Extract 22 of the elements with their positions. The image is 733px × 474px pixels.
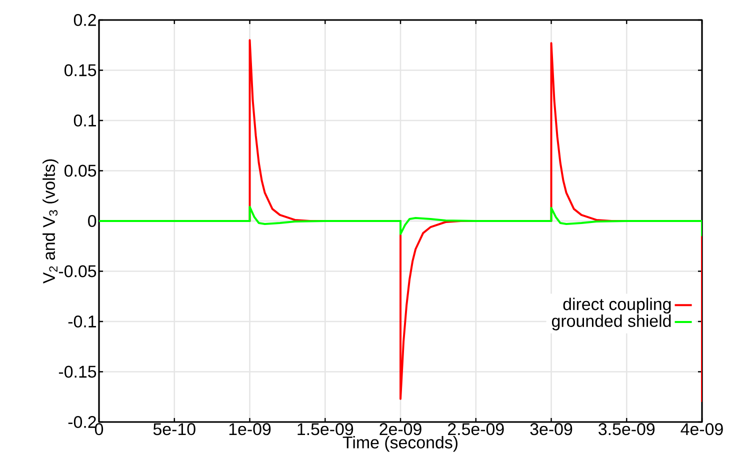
- line-series: [99, 206, 702, 238]
- x-tick-label: 5e-10: [153, 423, 196, 436]
- x-tick-label: 3e-09: [530, 423, 572, 436]
- y-tick-label: 0.1: [74, 114, 96, 126]
- legend-label: grounded shield: [552, 314, 671, 330]
- y-axis-title: V$_{2}$ and V$_{3}$ (volts): [42, 159, 58, 284]
- x-tick-label: 2.5e-09: [448, 423, 504, 436]
- x-axis-title: Time (seconds): [342, 436, 458, 452]
- y-tick-label: 0.15: [64, 64, 96, 76]
- y-tick-label: 0.2: [74, 14, 96, 26]
- x-tick-label: 1.5e-09: [298, 423, 354, 436]
- x-tick-label: 3.5e-09: [598, 423, 655, 436]
- legend-label: direct coupling: [563, 298, 671, 314]
- x-tick-label: 4e-09: [680, 423, 723, 436]
- y-tick-label: 0: [88, 214, 96, 227]
- y-tick-label: -0.05: [58, 265, 96, 278]
- y-tick-label: -0.15: [58, 366, 96, 378]
- y-tick-label: 0.05: [64, 164, 96, 177]
- x-tick-label: 1e-09: [229, 423, 271, 436]
- y-tick-label: -0.1: [68, 315, 96, 328]
- y-tick-label: -0.2: [68, 416, 96, 428]
- x-tick-label: 2e-09: [380, 423, 422, 436]
